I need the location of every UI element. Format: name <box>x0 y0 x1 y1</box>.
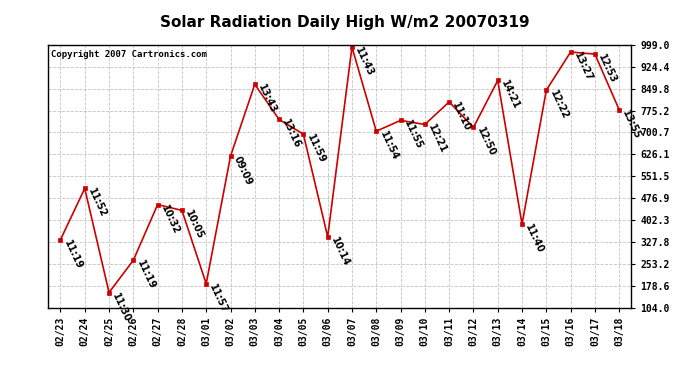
Text: 10:05: 10:05 <box>184 209 206 242</box>
Text: 12:22: 12:22 <box>548 89 570 121</box>
Text: 11:40: 11:40 <box>524 223 546 255</box>
Text: 13:16: 13:16 <box>280 118 303 150</box>
Text: 10:14: 10:14 <box>329 236 351 268</box>
Text: 12:50: 12:50 <box>475 126 497 158</box>
Text: 14:21: 14:21 <box>499 79 521 111</box>
Text: 09:09: 09:09 <box>232 155 254 187</box>
Text: 11:43: 11:43 <box>353 46 375 78</box>
Text: 11:10: 11:10 <box>451 100 473 133</box>
Text: 11:52: 11:52 <box>86 187 108 219</box>
Text: 13:27: 13:27 <box>572 51 594 83</box>
Text: Copyright 2007 Cartronics.com: Copyright 2007 Cartronics.com <box>51 50 207 59</box>
Text: 12:53: 12:53 <box>596 53 618 85</box>
Text: 11:54: 11:54 <box>377 130 400 162</box>
Text: 11:59: 11:59 <box>305 133 327 165</box>
Text: 11:55: 11:55 <box>402 119 424 151</box>
Text: 11:19: 11:19 <box>135 259 157 291</box>
Text: 10:32: 10:32 <box>159 203 181 236</box>
Text: 11:57: 11:57 <box>208 282 230 315</box>
Text: 13:55: 13:55 <box>620 108 643 141</box>
Text: Solar Radiation Daily High W/m2 20070319: Solar Radiation Daily High W/m2 20070319 <box>160 15 530 30</box>
Text: 11:30: 11:30 <box>110 291 132 324</box>
Text: 11:19: 11:19 <box>62 238 84 271</box>
Text: 12:21: 12:21 <box>426 123 449 155</box>
Text: 13:43: 13:43 <box>256 83 278 115</box>
